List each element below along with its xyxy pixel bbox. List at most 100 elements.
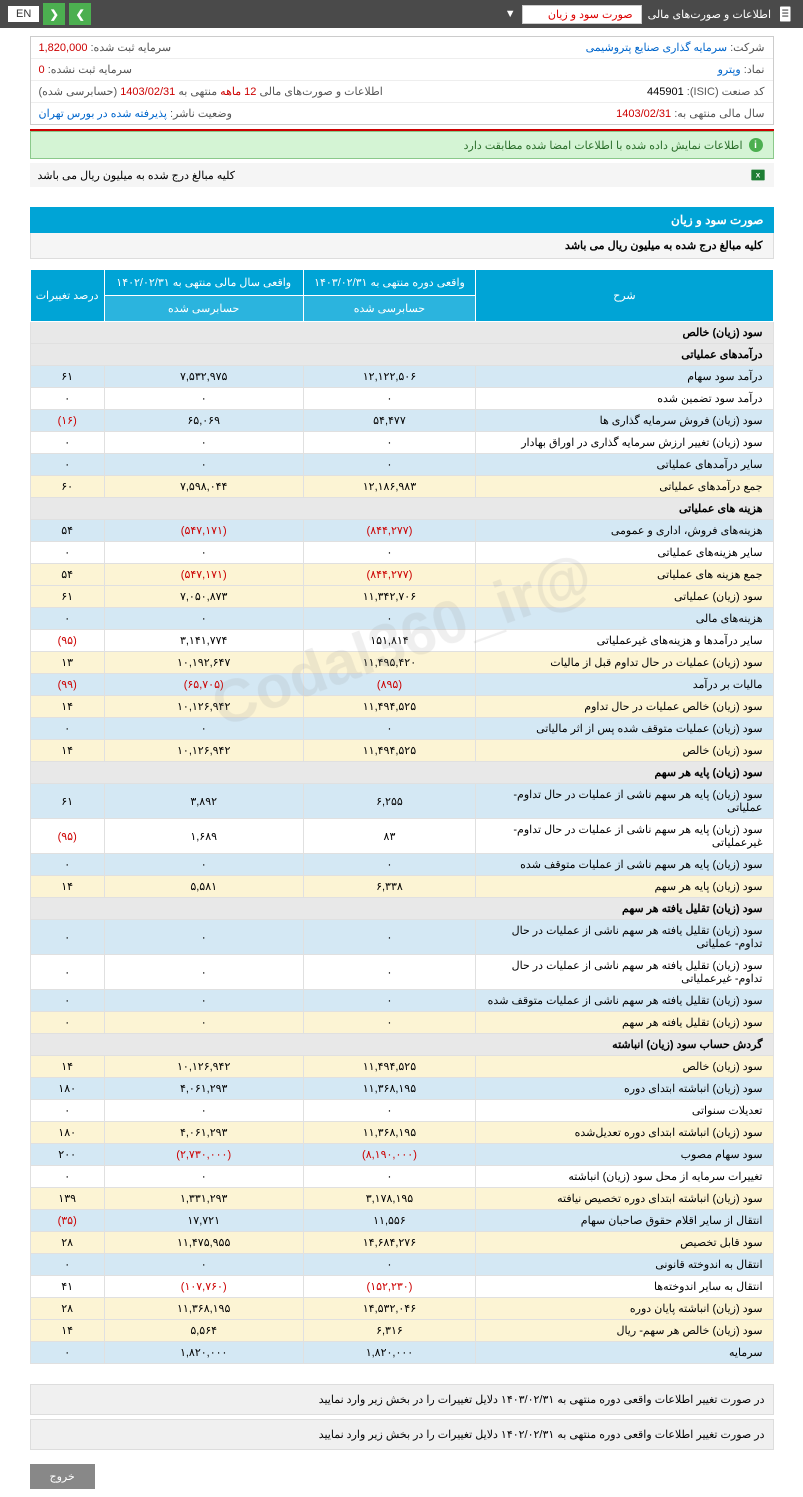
nav-next[interactable]: ❯ <box>69 3 91 25</box>
table-row: درآمدهای عملیاتی <box>30 344 773 366</box>
symbol-value: وپترو <box>718 64 741 76</box>
cell-v1: ۱۱,۴۹۴,۵۲۵ <box>303 696 476 718</box>
svg-text:X: X <box>755 173 760 180</box>
cell-change: ۰ <box>30 432 104 454</box>
cell-v2: ۰ <box>104 542 303 564</box>
exit-button[interactable]: خروج <box>30 1464 95 1489</box>
cell-desc: انتقال به اندوخته‌ قانونی <box>476 1254 773 1276</box>
table-row: سرمایه۱,۸۲۰,۰۰۰۱,۸۲۰,۰۰۰۰ <box>30 1342 773 1364</box>
th-period2: واقعی سال مالی منتهی به ۱۴۰۲/۰۲/۳۱ <box>104 270 303 296</box>
fiscal-label: سال مالی منتهی به: <box>674 108 764 120</box>
cell-v2: ۰ <box>104 388 303 410</box>
status-value: پذیرفته شده در بورس تهران <box>39 108 167 120</box>
cell-v1: ۶,۳۳۸ <box>303 876 476 898</box>
info-panel: شرکت: سرمایه گذاری صنایع پتروشیمی سرمایه… <box>30 36 774 125</box>
cell-desc: سود (زیان) خالص <box>476 1056 773 1078</box>
cell-v1: ۱۱,۳۶۸,۱۹۵ <box>303 1078 476 1100</box>
table-row: سود (زیان) فروش سرمایه گذاری ها۵۴,۴۷۷۶۵,… <box>30 410 773 432</box>
cell-v2: ۰ <box>104 1012 303 1034</box>
cell-desc: جمع درآمدهای عملیاتی <box>476 476 773 498</box>
table-row: درآمد سود سهام۱۲,۱۲۲,۵۰۶۷,۵۳۲,۹۷۵۶۱ <box>30 366 773 388</box>
cell-v1: ۰ <box>303 1012 476 1034</box>
cell-v1: ۱۱,۴۹۵,۴۲۰ <box>303 652 476 674</box>
cell-change: (۱۶) <box>30 410 104 432</box>
table-row: جمع هزینه های عملیاتی(۸۴۴,۲۷۷)(۵۴۷,۱۷۱)۵… <box>30 564 773 586</box>
nav-prev[interactable]: ❮ <box>43 3 65 25</box>
excel-icon[interactable]: X <box>750 167 766 183</box>
cell-v2: (۶۵,۷۰۵) <box>104 674 303 696</box>
cell-v2: ۰ <box>104 1166 303 1188</box>
table-row: جمع درآمدهای عملیاتی۱۲,۱۸۶,۹۸۳۷,۵۹۸,۰۴۴۶… <box>30 476 773 498</box>
cell-v2: ۷,۰۵۰,۸۷۳ <box>104 586 303 608</box>
cell-v1: ۸۳ <box>303 819 476 854</box>
cell-v1: (۸,۱۹۰,۰۰۰) <box>303 1144 476 1166</box>
cell-v1: ۰ <box>303 854 476 876</box>
table-row: سود (زیان) خالص عملیات در حال تداوم۱۱,۴۹… <box>30 696 773 718</box>
cell-desc: درآمد سود سهام <box>476 366 773 388</box>
report-dropdown[interactable]: صورت سود و زیان <box>522 5 642 24</box>
cell-change: ۱۴ <box>30 696 104 718</box>
cell-v2: ۵,۵۸۱ <box>104 876 303 898</box>
footer-note-2: در صورت تغییر اطلاعات واقعی دوره منتهی ب… <box>30 1419 774 1450</box>
table-row: سود (زیان) خالص هر سهم- ریال۶,۳۱۶۵,۵۶۴۱۴ <box>30 1320 773 1342</box>
table-row: درآمد سود تضمین شده۰۰۰ <box>30 388 773 410</box>
cell-change: ۰ <box>30 718 104 740</box>
cell-v2: ۱,۶۸۹ <box>104 819 303 854</box>
lang-toggle[interactable]: EN <box>8 6 39 22</box>
table-row: سود (زیان) انباشته ابتدای دوره۱۱,۳۶۸,۱۹۵… <box>30 1078 773 1100</box>
cell-desc: سود (زیان) خالص هر سهم- ریال <box>476 1320 773 1342</box>
cell-desc: سود (زیان) تقلیل یافته هر سهم <box>476 1012 773 1034</box>
cell-change: ۱۳ <box>30 652 104 674</box>
cell-change: ۰ <box>30 920 104 955</box>
table-row: سود (زیان) تقلیل یافته هر سهم۰۰۰ <box>30 1012 773 1034</box>
section-row: سود (زیان) پایه هر سهم <box>30 762 773 784</box>
cell-v1: ۰ <box>303 608 476 630</box>
cell-desc: سود (زیان) پایه هر سهم ناشی از عملیات در… <box>476 819 773 854</box>
doc-icon <box>777 5 795 23</box>
cell-v2: ۵,۵۶۴ <box>104 1320 303 1342</box>
cell-v2: ۰ <box>104 454 303 476</box>
cell-v1: ۱۱,۴۹۴,۵۲۵ <box>303 740 476 762</box>
cell-desc: سود (زیان) عملیات در حال تداوم قبل از ما… <box>476 652 773 674</box>
cell-v1: ۰ <box>303 920 476 955</box>
cell-desc: سود (زیان) عملیات متوقف شده پس از اثر ما… <box>476 718 773 740</box>
cell-v1: ۱۴,۵۳۲,۰۴۶ <box>303 1298 476 1320</box>
table-row: سود (زیان) پایه هر سهم ناشی از عملیات در… <box>30 819 773 854</box>
th-change: درصد تغییرات <box>30 270 104 322</box>
capital-reg-value: 1,820,000 <box>39 42 88 54</box>
cell-v2: ۱,۸۲۰,۰۰۰ <box>104 1342 303 1364</box>
cell-v2: (۵۴۷,۱۷۱) <box>104 520 303 542</box>
section-row: گردش حساب سود (زیان) انباشته <box>30 1034 773 1056</box>
cell-desc: سود (زیان) پایه هر سهم <box>476 876 773 898</box>
table-row: سود (زیان) عملیات در حال تداوم قبل از ما… <box>30 652 773 674</box>
cell-desc: سود (زیان) انباشته‌ پایان‌ دوره <box>476 1298 773 1320</box>
cell-desc: سود (زیان) خالص عملیات در حال تداوم <box>476 696 773 718</box>
footer-notes: در صورت تغییر اطلاعات واقعی دوره منتهی ب… <box>30 1384 774 1450</box>
cell-change: (۳۵) <box>30 1210 104 1232</box>
table-row: هزینه های عملیاتی <box>30 498 773 520</box>
cell-desc: سود (زیان) خالص <box>476 740 773 762</box>
cell-v2: ۳,۱۴۱,۷۷۴ <box>104 630 303 652</box>
section-sub: کلیه مبالغ درج شده به میلیون ریال می باش… <box>30 233 774 259</box>
th-audited2: حسابرسی شده <box>104 296 303 322</box>
cell-change: ۶۰ <box>30 476 104 498</box>
cell-v1: ۵۴,۴۷۷ <box>303 410 476 432</box>
table-row: گردش حساب سود (زیان) انباشته <box>30 1034 773 1056</box>
cell-v2: (۵۴۷,۱۷۱) <box>104 564 303 586</box>
cell-desc: تغییرات سرمایه از محل سود (زیان) انباشته <box>476 1166 773 1188</box>
cell-v2: ۳,۸۹۲ <box>104 784 303 819</box>
cell-v1: ۱۲,۱۲۲,۵۰۶ <box>303 366 476 388</box>
table-row: سود (زیان) عملیاتی۱۱,۳۴۲,۷۰۶۷,۰۵۰,۸۷۳۶۱ <box>30 586 773 608</box>
cell-change: ۰ <box>30 1166 104 1188</box>
cell-v1: ۱۲,۱۸۶,۹۸۳ <box>303 476 476 498</box>
cell-change: ۶۱ <box>30 366 104 388</box>
th-audited1: حسابرسی شده <box>303 296 476 322</box>
cell-desc: انتقال به سایر اندوخته‌ها <box>476 1276 773 1298</box>
cell-desc: سود (زیان) تقلیل یافته هر سهم ناشی از عم… <box>476 920 773 955</box>
capital-reg-label: سرمایه ثبت شده: <box>91 42 172 54</box>
cell-v1: ۰ <box>303 454 476 476</box>
note-text: کلیه مبالغ درج شده به میلیون ریال می باش… <box>38 169 235 182</box>
report-period: 12 ماهه <box>220 86 256 98</box>
capital-unreg-value: 0 <box>39 64 45 76</box>
cell-desc: هزینه‌های مالی <box>476 608 773 630</box>
